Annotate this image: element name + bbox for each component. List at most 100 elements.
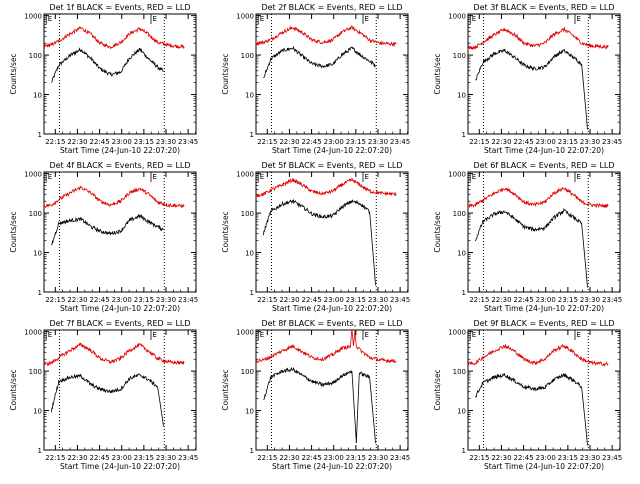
chart-title: Det 8f BLACK = Events, RED = LLD xyxy=(261,319,402,328)
series-line-events xyxy=(263,198,376,286)
y-tick-label: 10 xyxy=(245,408,254,416)
chart-panel-3: Det 3f BLACK = Events, RED = LLD 1 10 100 10… xyxy=(433,3,622,155)
y-tick-label: 100 xyxy=(241,52,254,60)
x-axis-label: Start Time (24-Jun-10 22:07:20) xyxy=(60,462,180,471)
x-axis-label: Start Time (24-Jun-10 22:07:20) xyxy=(272,304,392,313)
x-tick-label: 23:45 xyxy=(602,454,622,462)
y-tick-label: 1000 xyxy=(24,171,42,179)
chart-title: Det 3f BLACK = Events, RED = LLD xyxy=(473,3,614,12)
series-line-lld xyxy=(467,343,609,368)
series-line-events xyxy=(51,373,164,427)
y-tick-label: 1 xyxy=(250,131,254,139)
y-tick-label: 10 xyxy=(245,92,254,100)
event-marker-label: E xyxy=(472,15,476,23)
event-marker-label: E xyxy=(472,173,476,181)
event-marker-label: E xyxy=(152,331,156,339)
x-tick-label: 23:00 xyxy=(324,138,344,146)
chart-title: Det 2f BLACK = Events, RED = LLD xyxy=(261,3,402,12)
x-tick-label: 23:45 xyxy=(178,296,198,304)
x-axis-label: Start Time (24-Jun-10 22:07:20) xyxy=(272,462,392,471)
x-tick-label: 23:45 xyxy=(390,138,410,146)
x-tick-label: 23:30 xyxy=(156,138,176,146)
x-tick-label: 23:30 xyxy=(368,138,388,146)
event-marker-label: E xyxy=(260,15,264,23)
x-tick-label: 22:45 xyxy=(513,454,533,462)
plot-frame xyxy=(467,171,621,293)
event-marker-label: E xyxy=(472,331,476,339)
y-tick-label: 100 xyxy=(29,368,42,376)
y-tick-label: 10 xyxy=(33,250,42,258)
event-marker-label: E xyxy=(152,15,156,23)
x-tick-label: 23:15 xyxy=(558,296,578,304)
event-marker-label: E xyxy=(48,173,52,181)
x-tick-label: 23:45 xyxy=(390,296,410,304)
y-axis-label: Counts/sec xyxy=(9,369,18,410)
event-marker-label: E xyxy=(48,15,52,23)
chart-title: Det 5f BLACK = Events, RED = LLD xyxy=(261,161,402,170)
x-axis-label: Start Time (24-Jun-10 22:07:20) xyxy=(60,304,180,313)
chart-panel-8: Det 8f BLACK = Events, RED = LLD 1 10 100 10… xyxy=(221,319,410,471)
y-tick-label: 1 xyxy=(462,289,466,297)
x-tick-label: 22:45 xyxy=(513,296,533,304)
event-marker-label: E xyxy=(364,15,368,23)
x-tick-label: 23:15 xyxy=(134,296,154,304)
x-tick-label: 22:15 xyxy=(257,454,277,462)
y-axis-label: Counts/sec xyxy=(221,211,230,252)
x-tick-label: 23:30 xyxy=(156,454,176,462)
y-tick-label: 1000 xyxy=(236,13,254,21)
x-tick-label: 22:30 xyxy=(279,454,299,462)
x-tick-label: 22:30 xyxy=(67,138,87,146)
x-tick-label: 22:15 xyxy=(45,296,65,304)
x-tick-label: 22:45 xyxy=(89,454,109,462)
chart-title: Det 6f BLACK = Events, RED = LLD xyxy=(473,161,614,170)
x-tick-label: 23:00 xyxy=(324,296,344,304)
chart-panel-9: Det 9f BLACK = Events, RED = LLD 1 10 100 10… xyxy=(433,319,622,471)
x-tick-label: 23:30 xyxy=(368,454,388,462)
plot-frame xyxy=(255,13,409,135)
x-tick-label: 22:15 xyxy=(45,138,65,146)
y-axis-label: Counts/sec xyxy=(433,211,442,252)
chart-panel-1: Det 1f BLACK = Events, RED = LLD 1 10 100 10… xyxy=(9,3,198,155)
plot-frame xyxy=(255,171,409,293)
x-tick-label: 23:00 xyxy=(536,454,556,462)
x-tick-label: 23:30 xyxy=(156,296,176,304)
x-tick-label: 23:15 xyxy=(346,454,366,462)
event-marker-label: E xyxy=(364,331,368,339)
y-axis-label: Counts/sec xyxy=(433,53,442,94)
y-tick-label: 10 xyxy=(457,250,466,258)
y-tick-label: 100 xyxy=(453,368,466,376)
chart-title: Det 7f BLACK = Events, RED = LLD xyxy=(49,319,190,328)
x-tick-label: 23:30 xyxy=(580,296,600,304)
chart-panel-6: Det 6f BLACK = Events, RED = LLD 1 10 100 10… xyxy=(433,161,622,313)
x-tick-label: 23:00 xyxy=(112,296,132,304)
y-tick-label: 10 xyxy=(33,92,42,100)
chart-title: Det 4f BLACK = Events, RED = LLD xyxy=(49,161,190,170)
series-line-lld xyxy=(43,185,185,208)
y-tick-label: 1 xyxy=(38,131,42,139)
x-tick-label: 22:45 xyxy=(301,296,321,304)
y-tick-label: 10 xyxy=(33,408,42,416)
plot-frame xyxy=(255,329,409,451)
event-marker-label: E xyxy=(576,331,580,339)
x-axis-label: Start Time (24-Jun-10 22:07:20) xyxy=(484,304,604,313)
y-tick-label: 1000 xyxy=(236,329,254,337)
y-tick-label: 1000 xyxy=(24,13,42,21)
x-axis-label: Start Time (24-Jun-10 22:07:20) xyxy=(272,146,392,155)
chart-panel-7: Det 7f BLACK = Events, RED = LLD 1 10 100 10… xyxy=(9,319,198,471)
x-tick-label: 23:15 xyxy=(558,138,578,146)
y-tick-label: 100 xyxy=(29,210,42,218)
x-tick-label: 23:15 xyxy=(346,138,366,146)
event-marker-label: E xyxy=(260,173,264,181)
x-tick-label: 23:15 xyxy=(134,454,154,462)
x-tick-label: 22:15 xyxy=(257,138,277,146)
chart-title: Det 1f BLACK = Events, RED = LLD xyxy=(49,3,190,12)
series-line-lld xyxy=(255,329,397,364)
series-line-events xyxy=(475,372,588,446)
series-line-lld xyxy=(43,342,185,367)
series-line-events xyxy=(51,47,164,83)
x-tick-label: 22:45 xyxy=(513,138,533,146)
y-tick-label: 10 xyxy=(245,250,254,258)
y-tick-label: 100 xyxy=(241,210,254,218)
